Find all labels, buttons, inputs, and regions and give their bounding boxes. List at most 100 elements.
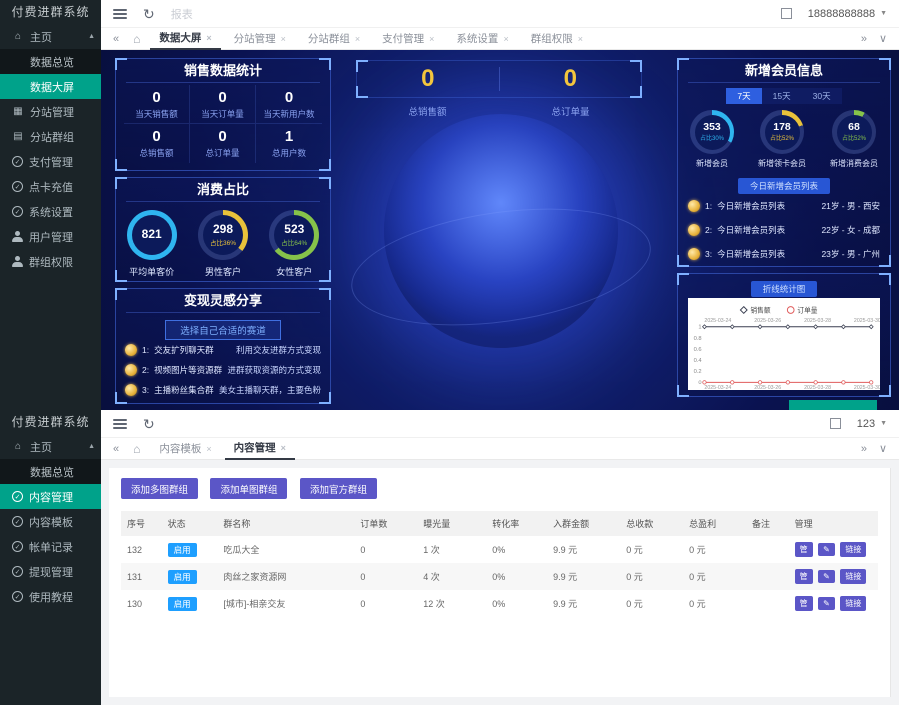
sidebar-item-tutorial[interactable]: ✓ 使用教程 (0, 584, 101, 609)
hamburger-icon[interactable] (113, 8, 127, 19)
legend-orders-marker[interactable] (786, 306, 795, 314)
sidebar-item-group-permission[interactable]: 群组权限 (0, 249, 101, 274)
close-icon[interactable]: × (280, 442, 286, 453)
sidebar-item-withdraw-manage[interactable]: ✓ 提现管理 (0, 559, 101, 584)
add-official-group-button[interactable]: 添加官方群组 (299, 478, 377, 499)
edit-icon-button[interactable]: ✎ (818, 597, 835, 610)
header-nav-report[interactable]: 报表 (170, 8, 193, 21)
sidebar-item-label: 内容模板 (29, 516, 73, 529)
panel-ideas: 变现灵感分享 选择自己合适的赛道 1: 交友扩列聊天群 利用交友进群方式变现 2… (115, 288, 331, 404)
range-tab-30d[interactable]: 30天 (801, 88, 842, 104)
cell-exposure: 12 次 (423, 599, 445, 609)
tab-site-groups[interactable]: 分站群组 × (299, 28, 369, 50)
close-icon[interactable]: × (503, 33, 509, 44)
edit-icon-button[interactable]: ✎ (818, 570, 835, 583)
sidebar-item-payment[interactable]: ✓ 支付管理 (0, 149, 101, 174)
ring-label: 平均单客价 (129, 267, 175, 277)
table-row: 130 启用 [城市]-相亲交友 0 12 次 0% 9.9 元 0 元 0 元… (121, 590, 878, 617)
legend-sales-label[interactable]: 销售额 (750, 305, 770, 314)
sidebar-item-billing-records[interactable]: ✓ 帐单记录 (0, 534, 101, 559)
home-tab-icon[interactable]: ⌂ (133, 441, 141, 456)
close-icon[interactable]: × (206, 32, 212, 43)
sidebar-item-home[interactable]: ⌂ 主页 ▲ (0, 24, 101, 49)
manage-button[interactable]: 管 (794, 542, 813, 557)
sidebar-item-label: 内容管理 (29, 491, 73, 504)
close-icon[interactable]: × (429, 33, 435, 44)
legend-orders-label[interactable]: 订单量 (797, 305, 817, 314)
add-multi-image-group-button[interactable]: 添加多图群组 (121, 478, 199, 499)
refresh-icon[interactable]: ↻ (143, 5, 155, 22)
cell-actions: 管 ✎ 链接 (789, 563, 878, 590)
edit-icon-button[interactable]: ✎ (818, 543, 835, 556)
link-button[interactable]: 链接 (840, 569, 867, 584)
home-icon: ⌂ (14, 31, 22, 42)
stat-label: 当天新用户数 (263, 108, 315, 119)
link-button[interactable]: 链接 (840, 596, 867, 611)
sidebar-item-site-groups[interactable]: ▤ 分站群组 (0, 124, 101, 149)
tab-dropdown-icon[interactable]: ∨ (878, 33, 887, 45)
sidebar-item-home[interactable]: ⌂ 主页 ▲ (0, 434, 101, 459)
tab-label: 内容管理 (233, 442, 276, 454)
ring-value: 298 (212, 222, 233, 237)
cell-amount: 9.9 元 (553, 572, 578, 582)
tab-payment[interactable]: 支付管理 × (373, 28, 443, 50)
member-num: 2: (705, 225, 713, 235)
user-menu[interactable]: 18888888888 ▼ (808, 8, 887, 20)
scroll-left-icon[interactable]: « (113, 32, 120, 45)
sidebar-item-card-recharge[interactable]: ✓ 点卡充值 (0, 174, 101, 199)
cell-amount: 9.9 元 (553, 599, 578, 609)
tab-bar: « ⌂ 数据大屏 × 分站管理 × 分站群组 × 支付管理 × 系统设置 × (101, 28, 899, 50)
donut-center: 523 占比64% (274, 215, 315, 255)
scroll-right-icon[interactable]: » (860, 442, 867, 455)
sidebar-item-user-manage[interactable]: 用户管理 (0, 224, 101, 249)
col-header-manage: 管理 (788, 511, 878, 536)
caret-up-icon: ▲ (88, 33, 95, 40)
tab-group-permission[interactable]: 群组权限 × (522, 28, 592, 50)
tab-site-manage[interactable]: 分站管理 × (225, 28, 295, 50)
range-tab-15d[interactable]: 15天 (761, 88, 802, 104)
tab-data-screen[interactable]: 数据大屏 × (150, 28, 221, 50)
sidebar-item-data-overview[interactable]: 数据总览 (0, 459, 101, 484)
refresh-icon[interactable]: ↻ (143, 415, 155, 432)
sidebar-item-label: 数据总览 (30, 56, 74, 69)
ideas-subtitle-badge[interactable]: 选择自己合适的赛道 (165, 320, 281, 340)
scroll-left-icon[interactable]: « (113, 442, 120, 455)
sidebar-item-data-overview[interactable]: 数据总览 (0, 49, 101, 74)
x-tick-top: 2025-03-24 (704, 318, 731, 324)
line-chart: 销售额 订单量 2025-03-24 2025-03-26 2025-03-28… (694, 305, 880, 390)
manage-button[interactable]: 管 (794, 596, 813, 611)
scroll-right-icon[interactable]: » (860, 32, 867, 45)
fullscreen-icon[interactable] (780, 8, 792, 19)
sidebar-item-data-screen[interactable]: 数据大屏 (0, 74, 101, 99)
sidebar-item-content-template[interactable]: ✓ 内容模板 (0, 509, 101, 534)
ring-sub: 占比30% (699, 136, 724, 143)
hamburger-icon[interactable] (113, 418, 127, 429)
ring-label: 新增领卡会员 (758, 159, 806, 168)
close-icon[interactable]: × (280, 33, 286, 44)
home-tab-icon[interactable]: ⌂ (133, 31, 141, 46)
total-orders-value: 0 (563, 65, 577, 92)
tab-content-template[interactable]: 内容模板 × (150, 438, 220, 460)
sidebar-item-system-settings[interactable]: ✓ 系统设置 (0, 199, 101, 224)
sidebar-item-site-manage[interactable]: ▦ 分站管理 (0, 99, 101, 124)
cell-orders: 0 (360, 544, 366, 555)
range-tab-7d[interactable]: 7天 (726, 88, 762, 104)
ring-label: 新增消费会员 (830, 159, 878, 168)
tab-dropdown-icon[interactable]: ∨ (878, 443, 887, 455)
add-single-image-group-button[interactable]: 添加单图群组 (210, 478, 288, 499)
cell-amount: 9.9 元 (553, 545, 578, 555)
link-button[interactable]: 链接 (840, 542, 867, 557)
tab-content-manage[interactable]: 内容管理 × (224, 438, 295, 460)
member-info: 22岁 - 女 - 成都 (821, 225, 880, 235)
close-icon[interactable]: × (577, 33, 583, 44)
manage-button[interactable]: 管 (794, 569, 813, 584)
close-icon[interactable]: × (354, 33, 361, 44)
legend-sales-marker[interactable] (739, 305, 748, 315)
tab-label: 数据大屏 (159, 32, 202, 44)
panel-title: 销售数据统计 (126, 59, 320, 83)
sidebar-item-content-manage[interactable]: ✓ 内容管理 (0, 484, 101, 509)
close-icon[interactable]: × (206, 443, 212, 454)
fullscreen-icon[interactable] (829, 418, 841, 429)
tab-system-settings[interactable]: 系统设置 × (447, 28, 517, 50)
user-menu[interactable]: 123 ▼ (857, 418, 887, 430)
